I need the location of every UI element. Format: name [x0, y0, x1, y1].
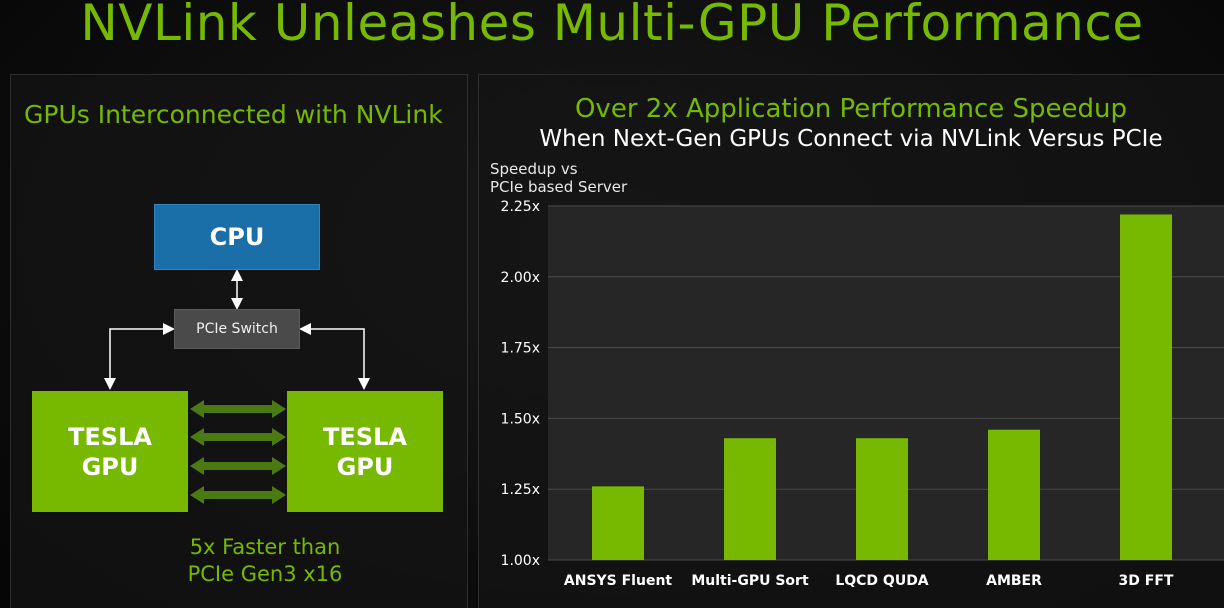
- left-panel-heading: GPUs Interconnected with NVLink: [24, 100, 443, 129]
- y-tick-label: 1.25x: [501, 482, 540, 498]
- bars: [592, 214, 1172, 560]
- bar: [1120, 214, 1172, 560]
- nvlink-arrows: [190, 400, 286, 504]
- grid-lines: [548, 205, 1224, 561]
- y-tick-label: 1.00x: [501, 553, 540, 569]
- x-tick-label: Multi-GPU Sort: [691, 573, 809, 589]
- chart-subtitle: When Next-Gen GPUs Connect via NVLink Ve…: [539, 126, 1163, 152]
- bar: [856, 438, 908, 560]
- bar: [724, 438, 776, 560]
- pcie-switch-box: PCIe Switch: [174, 309, 300, 349]
- switch-right-gpu-connector: [299, 323, 370, 390]
- y-tick-label: 2.00x: [501, 270, 540, 286]
- switch-left-gpu-connector: [104, 323, 175, 390]
- y-tick-label: 2.25x: [501, 199, 540, 215]
- nvlink-arrow-1: [190, 400, 286, 418]
- x-tick-label: 3D FFT: [1119, 573, 1174, 589]
- x-tick-label: ANSYS Fluent: [564, 573, 673, 589]
- bar: [988, 429, 1040, 560]
- chart-title: Over 2x Application Performance Speedup: [574, 94, 1128, 124]
- slide-title: NVLink Unleashes Multi-GPU Performance: [80, 0, 1144, 52]
- chart-y-axis-label: Speedup vs PCIe based Server: [490, 160, 628, 196]
- nvlink-caption: 5x Faster than PCIe Gen3 x16: [187, 535, 343, 586]
- nvlink-arrow-3: [190, 457, 286, 475]
- y-tick-labels: 1.00x 1.25x 1.50x 1.75x 2.00x 2.25x: [501, 199, 540, 569]
- y-tick-label: 1.50x: [501, 411, 540, 427]
- x-tick-label: AMBER: [986, 573, 1042, 589]
- x-tick-labels: ANSYS Fluent Multi-GPU Sort LQCD QUDA AMBER…: [564, 573, 1174, 589]
- nvlink-arrow-4: [190, 486, 286, 504]
- nvlink-diagram: [104, 269, 370, 504]
- nvlink-arrow-2: [190, 428, 286, 446]
- tesla-gpu-left: TESLA GPU: [32, 391, 188, 512]
- tesla-gpu-right: TESLA GPU: [287, 391, 443, 512]
- x-tick-label: LQCD QUDA: [835, 573, 928, 589]
- bar: [592, 486, 644, 560]
- y-tick-label: 1.75x: [501, 341, 540, 357]
- cpu-box: CPU: [154, 204, 320, 270]
